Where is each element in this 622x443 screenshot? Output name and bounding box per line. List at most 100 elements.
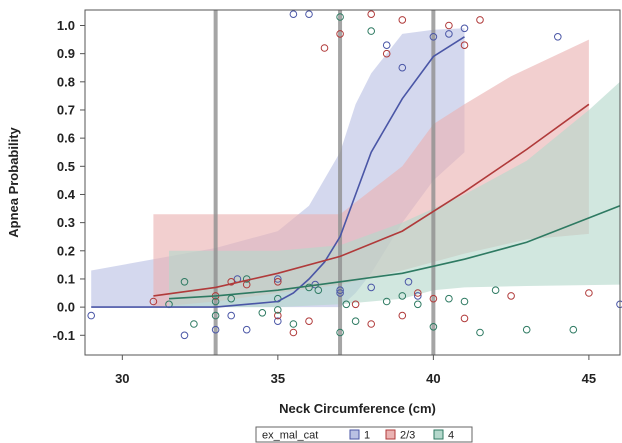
data-point-s1-14 <box>414 292 422 300</box>
fit-line-3 <box>168 204 621 300</box>
legend-box <box>255 426 473 443</box>
y-tick-label: -0.1 <box>53 328 75 343</box>
data-point-s2-2 <box>227 278 235 286</box>
data-point-s1-7 <box>305 10 313 18</box>
data-point-s1-22 <box>336 286 344 295</box>
data-point-s1-19 <box>616 300 622 309</box>
data-point-s2-11 <box>382 49 391 58</box>
data-point-s2-18 <box>507 292 515 300</box>
data-point-s3-21 <box>476 328 484 337</box>
y-tick-label: 0.3 <box>57 215 75 230</box>
y-tick-label: 0.8 <box>57 74 75 89</box>
data-point-s1-13 <box>404 278 413 286</box>
data-point-s2-3 <box>242 280 251 289</box>
data-point-s2-4 <box>274 278 282 286</box>
data-point-s2-15 <box>445 21 453 30</box>
data-point-s1-5 <box>274 317 282 326</box>
x-axis-title: Neck Circumference (cm) <box>279 401 436 416</box>
data-point-s2-8 <box>336 30 344 38</box>
data-point-s2-12 <box>398 16 407 24</box>
data-point-s3-12 <box>342 300 351 309</box>
y-tick-label: 0.4 <box>57 187 76 202</box>
y-tick-label: 0.9 <box>57 46 75 61</box>
data-point-s3-20 <box>460 297 469 306</box>
data-point-s1-18 <box>554 33 562 41</box>
y-tick-label: 0.6 <box>57 131 75 146</box>
data-point-s3-23 <box>522 325 531 334</box>
data-point-s1-3 <box>227 311 235 320</box>
data-point-s3-4 <box>227 294 235 303</box>
data-point-s3-25 <box>336 328 344 337</box>
data-point-s2-17 <box>476 16 484 24</box>
data-point-s2-22 <box>460 314 469 323</box>
data-points <box>87 10 622 340</box>
data-point-s2-23 <box>274 311 282 320</box>
legend-swatch-1 <box>349 429 360 440</box>
data-point-s1-12 <box>398 63 407 72</box>
data-point-s3-26 <box>211 311 220 320</box>
legend: ex_mal_cat 1 2/3 4 <box>255 426 473 443</box>
x-tick-label: 40 <box>426 371 440 386</box>
data-point-s2-5 <box>289 328 298 337</box>
data-point-s1-10 <box>367 283 376 292</box>
data-point-s3-24 <box>569 325 578 334</box>
plot-frame <box>84 9 621 356</box>
x-tick-label: 45 <box>582 371 596 386</box>
y-tick-label: 0.0 <box>57 300 75 315</box>
data-point-s3-10 <box>314 286 323 295</box>
data-point-s1-16 <box>445 30 453 38</box>
x-tick-label: 30 <box>115 371 129 386</box>
data-point-s2-21 <box>398 311 407 320</box>
data-point-s3-1 <box>180 278 189 286</box>
data-point-s2-0 <box>149 297 158 306</box>
data-point-s3-17 <box>414 300 422 309</box>
data-point-s2-16 <box>460 41 469 50</box>
y-tick-label: 0.7 <box>57 102 75 117</box>
data-point-s3-9 <box>305 283 313 292</box>
data-point-s3-27 <box>274 306 282 314</box>
fit-line-1 <box>91 36 465 308</box>
data-point-s1-4 <box>242 325 251 334</box>
data-point-s2-10 <box>367 10 376 18</box>
data-point-s2-13 <box>414 289 422 297</box>
legend-label-3: 4 <box>448 430 454 442</box>
data-point-s3-18 <box>429 323 438 331</box>
data-point-s1-2 <box>211 325 220 334</box>
data-point-s1-21 <box>274 275 282 283</box>
confidence-band-3 <box>169 81 620 308</box>
data-point-s3-6 <box>258 309 267 317</box>
legend-label-2: 2/3 <box>400 430 415 442</box>
data-point-s3-11 <box>336 13 344 21</box>
data-point-s1-11 <box>382 41 391 50</box>
legend-title: ex_mal_cat <box>262 430 318 442</box>
data-point-s2-14 <box>429 294 438 303</box>
data-point-s3-16 <box>398 292 407 300</box>
y-axis-title: Apnea Probability <box>6 126 21 237</box>
data-point-s1-15 <box>429 33 438 41</box>
y-tick-label: 0.2 <box>57 243 75 258</box>
fit-lines <box>91 36 621 308</box>
data-point-s2-7 <box>320 44 329 52</box>
data-point-s1-9 <box>336 289 344 297</box>
data-point-s2-9 <box>351 300 360 309</box>
data-point-s2-6 <box>305 317 313 326</box>
y-tick-label: 1.0 <box>57 18 75 33</box>
confidence-bands <box>91 28 620 308</box>
data-point-s3-15 <box>382 297 391 306</box>
data-point-s3-14 <box>367 27 376 35</box>
data-point-s1-0 <box>87 311 95 320</box>
data-point-s1-6 <box>289 10 298 18</box>
x-axis-ticks: 30 35 40 45 <box>115 355 596 386</box>
data-point-s3-13 <box>351 317 360 326</box>
legend-swatch-3 <box>433 429 444 440</box>
reference-lines <box>213 10 436 355</box>
data-point-s3-19 <box>445 294 453 303</box>
y-tick-label: 0.5 <box>57 159 75 174</box>
legend-swatch-2 <box>385 429 396 440</box>
data-point-s2-19 <box>585 289 593 297</box>
y-tick-label: 0.1 <box>57 271 75 286</box>
y-axis-ticks: -0.1 0.0 0.1 0.2 0.3 0.4 0.5 0.6 0.7 0.8 0.9 1.0 <box>53 18 85 343</box>
fit-line-2 <box>153 103 590 297</box>
data-point-s1-1 <box>180 331 189 340</box>
